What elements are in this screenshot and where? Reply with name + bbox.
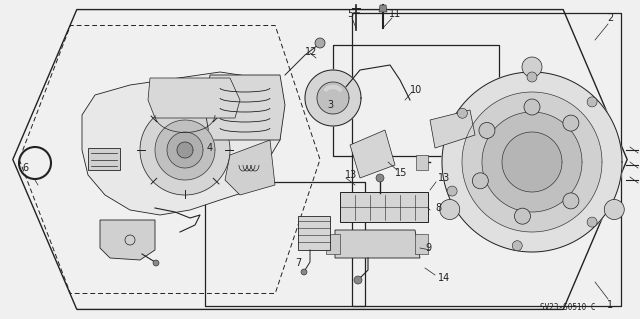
Circle shape <box>522 57 542 77</box>
Polygon shape <box>82 72 280 215</box>
Polygon shape <box>167 132 203 168</box>
Text: 1: 1 <box>607 300 613 310</box>
Text: 5: 5 <box>347 9 353 19</box>
Polygon shape <box>317 82 349 114</box>
Text: 11: 11 <box>389 9 401 19</box>
Circle shape <box>472 173 488 189</box>
Circle shape <box>587 97 597 107</box>
Polygon shape <box>430 110 475 148</box>
Circle shape <box>515 208 531 224</box>
Polygon shape <box>502 132 562 192</box>
Text: 14: 14 <box>438 273 451 283</box>
Polygon shape <box>340 192 428 222</box>
Circle shape <box>563 115 579 131</box>
Polygon shape <box>298 216 330 250</box>
Text: 9: 9 <box>425 243 431 253</box>
Text: 13: 13 <box>345 170 357 180</box>
Text: 2: 2 <box>607 13 613 23</box>
Text: SV23-S0510 C: SV23-S0510 C <box>540 303 595 313</box>
Circle shape <box>153 260 159 266</box>
Polygon shape <box>205 75 285 140</box>
Text: 13: 13 <box>438 173 451 183</box>
Circle shape <box>524 99 540 115</box>
Text: 7: 7 <box>295 258 301 268</box>
Circle shape <box>376 174 384 182</box>
Polygon shape <box>155 120 215 180</box>
Text: 3: 3 <box>327 100 333 110</box>
Text: 4: 4 <box>207 143 213 153</box>
Text: 10: 10 <box>410 85 422 95</box>
Polygon shape <box>335 230 420 258</box>
Polygon shape <box>379 5 387 12</box>
Polygon shape <box>416 155 428 170</box>
Polygon shape <box>326 234 340 254</box>
Text: 8: 8 <box>435 203 441 213</box>
Circle shape <box>587 217 597 227</box>
Text: 15: 15 <box>395 168 408 178</box>
Polygon shape <box>88 148 120 170</box>
Polygon shape <box>442 72 622 252</box>
Circle shape <box>301 269 307 275</box>
Circle shape <box>447 186 457 196</box>
Circle shape <box>563 193 579 209</box>
Text: 12: 12 <box>305 47 317 57</box>
Polygon shape <box>305 70 361 126</box>
Polygon shape <box>482 112 582 212</box>
Polygon shape <box>350 130 395 178</box>
Circle shape <box>440 199 460 219</box>
Polygon shape <box>462 92 602 232</box>
Polygon shape <box>177 142 193 158</box>
Circle shape <box>527 72 537 82</box>
Polygon shape <box>415 234 428 254</box>
Circle shape <box>512 241 522 251</box>
Polygon shape <box>140 105 230 195</box>
Text: 6: 6 <box>22 163 28 173</box>
Circle shape <box>479 122 495 138</box>
Circle shape <box>354 276 362 284</box>
Circle shape <box>315 38 325 48</box>
Polygon shape <box>148 78 240 118</box>
Circle shape <box>458 108 467 118</box>
Polygon shape <box>225 140 275 195</box>
Circle shape <box>604 199 624 219</box>
Polygon shape <box>100 220 155 260</box>
